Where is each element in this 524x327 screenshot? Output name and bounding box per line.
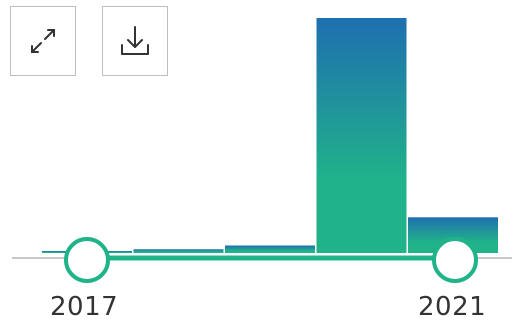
download-icon: [121, 26, 149, 55]
histogram-bar-2019: [225, 245, 315, 253]
expand-arrows-icon: [31, 29, 55, 53]
histogram-chart: [12, 18, 512, 283]
histogram-bar-2020: [316, 18, 407, 253]
histogram-bar-2018: [133, 249, 224, 253]
range-start-label: 2017: [50, 292, 119, 322]
range-end-handle[interactable]: [432, 237, 478, 283]
range-end-label: 2021: [418, 292, 487, 322]
range-start-handle[interactable]: [64, 237, 110, 283]
expand-button[interactable]: [10, 6, 76, 76]
download-button[interactable]: [102, 6, 168, 76]
